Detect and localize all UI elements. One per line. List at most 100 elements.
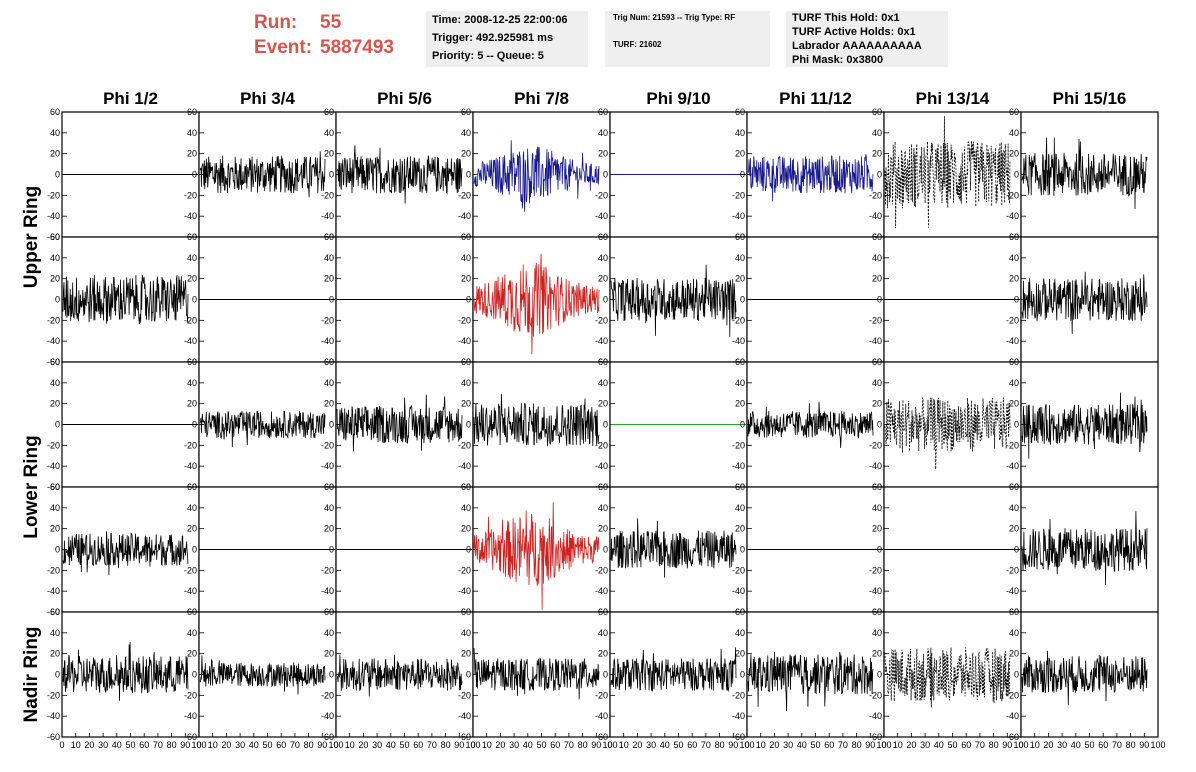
y-tick-label: 60 bbox=[735, 357, 745, 367]
x-tick-label: 70 bbox=[427, 740, 437, 750]
x-tick-label: 80 bbox=[578, 740, 588, 750]
y-tick-label: 0 bbox=[329, 545, 334, 555]
y-tick-label: 40 bbox=[461, 128, 471, 138]
x-tick-label: 60 bbox=[413, 740, 423, 750]
y-tick-label: 0 bbox=[740, 295, 745, 305]
y-tick-label: -40 bbox=[732, 586, 745, 596]
y-tick-label: 60 bbox=[1009, 107, 1019, 117]
x-tick-label: 100 bbox=[191, 740, 206, 750]
x-tick-label: 80 bbox=[715, 740, 725, 750]
y-tick-label: 0 bbox=[740, 170, 745, 180]
y-tick-label: 60 bbox=[1009, 232, 1019, 242]
y-tick-label: 0 bbox=[740, 420, 745, 430]
waveform bbox=[473, 253, 600, 355]
y-tick-label: 20 bbox=[50, 149, 60, 159]
x-tick-label: 100 bbox=[328, 740, 343, 750]
y-tick-label: 40 bbox=[1009, 628, 1019, 638]
y-tick-label: 40 bbox=[872, 628, 882, 638]
y-tick-label: 60 bbox=[187, 482, 197, 492]
y-tick-label: 40 bbox=[461, 378, 471, 388]
y-tick-label: -40 bbox=[184, 336, 197, 346]
y-tick-label: 40 bbox=[324, 253, 334, 263]
x-tick-label: 70 bbox=[975, 740, 985, 750]
x-tick-label: 60 bbox=[550, 740, 560, 750]
y-tick-label: 40 bbox=[735, 128, 745, 138]
y-tick-label: 40 bbox=[461, 628, 471, 638]
x-tick-label: 40 bbox=[249, 740, 259, 750]
y-tick-label: 0 bbox=[192, 295, 197, 305]
y-tick-label: 60 bbox=[50, 357, 60, 367]
waveform bbox=[884, 397, 1011, 470]
y-tick-label: 60 bbox=[187, 607, 197, 617]
y-tick-label: 0 bbox=[55, 420, 60, 430]
run-value: 55 bbox=[320, 12, 342, 33]
x-tick-label: 50 bbox=[262, 740, 272, 750]
y-tick-label: 60 bbox=[872, 107, 882, 117]
y-tick-label: 40 bbox=[324, 503, 334, 513]
waveform bbox=[1021, 271, 1148, 334]
y-tick-label: 60 bbox=[50, 482, 60, 492]
x-tick-label: 10 bbox=[482, 740, 492, 750]
x-tick-label: 70 bbox=[701, 740, 711, 750]
x-tick-label: 70 bbox=[1112, 740, 1122, 750]
waveform bbox=[62, 274, 189, 324]
y-tick-label: 40 bbox=[598, 253, 608, 263]
waveform bbox=[199, 151, 326, 198]
waveform bbox=[473, 648, 600, 700]
y-tick-label: -20 bbox=[47, 440, 60, 450]
y-tick-label: -20 bbox=[1006, 440, 1019, 450]
y-tick-label: 20 bbox=[461, 649, 471, 659]
y-tick-label: 20 bbox=[1009, 524, 1019, 534]
y-tick-label: 40 bbox=[324, 128, 334, 138]
y-tick-label: -40 bbox=[595, 211, 608, 221]
waveform bbox=[1021, 392, 1148, 459]
y-tick-label: 0 bbox=[329, 170, 334, 180]
y-tick-label: 60 bbox=[461, 607, 471, 617]
x-tick-label: 20 bbox=[769, 740, 779, 750]
waveform bbox=[473, 393, 600, 447]
y-tick-label: 20 bbox=[872, 149, 882, 159]
x-tick-label: 10 bbox=[345, 740, 355, 750]
y-tick-label: 60 bbox=[1009, 607, 1019, 617]
y-tick-label: 20 bbox=[324, 649, 334, 659]
y-tick-label: -40 bbox=[732, 336, 745, 346]
y-tick-label: 20 bbox=[187, 274, 197, 284]
y-tick-label: -20 bbox=[595, 315, 608, 325]
y-tick-label: -20 bbox=[869, 190, 882, 200]
y-tick-label: 40 bbox=[872, 253, 882, 263]
y-tick-label: -20 bbox=[595, 440, 608, 450]
x-tick-label: 40 bbox=[797, 740, 807, 750]
x-tick-label: 50 bbox=[125, 740, 135, 750]
y-tick-label: -20 bbox=[184, 190, 197, 200]
y-tick-label: 60 bbox=[872, 357, 882, 367]
y-tick-label: 0 bbox=[877, 545, 882, 555]
x-tick-label: 90 bbox=[180, 740, 190, 750]
y-tick-label: 0 bbox=[192, 545, 197, 555]
y-tick-label: 0 bbox=[1014, 545, 1019, 555]
y-tick-label: 0 bbox=[877, 170, 882, 180]
y-tick-label: 40 bbox=[461, 253, 471, 263]
y-tick-label: 40 bbox=[461, 503, 471, 513]
x-tick-label: 20 bbox=[495, 740, 505, 750]
y-tick-label: -40 bbox=[869, 211, 882, 221]
x-tick-label: 50 bbox=[399, 740, 409, 750]
y-tick-label: 60 bbox=[324, 607, 334, 617]
y-tick-label: -20 bbox=[1006, 315, 1019, 325]
x-tick-label: 0 bbox=[333, 740, 338, 750]
y-tick-label: 20 bbox=[598, 524, 608, 534]
y-tick-label: 20 bbox=[461, 524, 471, 534]
y-tick-label: 0 bbox=[466, 295, 471, 305]
y-tick-label: 60 bbox=[461, 232, 471, 242]
x-tick-label: 60 bbox=[687, 740, 697, 750]
ring-label: Upper Ring bbox=[21, 186, 42, 288]
x-tick-label: 0 bbox=[607, 740, 612, 750]
y-tick-label: -20 bbox=[869, 315, 882, 325]
y-tick-label: 0 bbox=[1014, 420, 1019, 430]
y-tick-label: -40 bbox=[1006, 461, 1019, 471]
x-tick-label: 70 bbox=[838, 740, 848, 750]
y-tick-label: 60 bbox=[187, 357, 197, 367]
x-tick-label: 40 bbox=[386, 740, 396, 750]
column-header: Phi 15/16 bbox=[1053, 89, 1127, 108]
waveform bbox=[610, 518, 737, 578]
y-tick-label: -40 bbox=[595, 336, 608, 346]
